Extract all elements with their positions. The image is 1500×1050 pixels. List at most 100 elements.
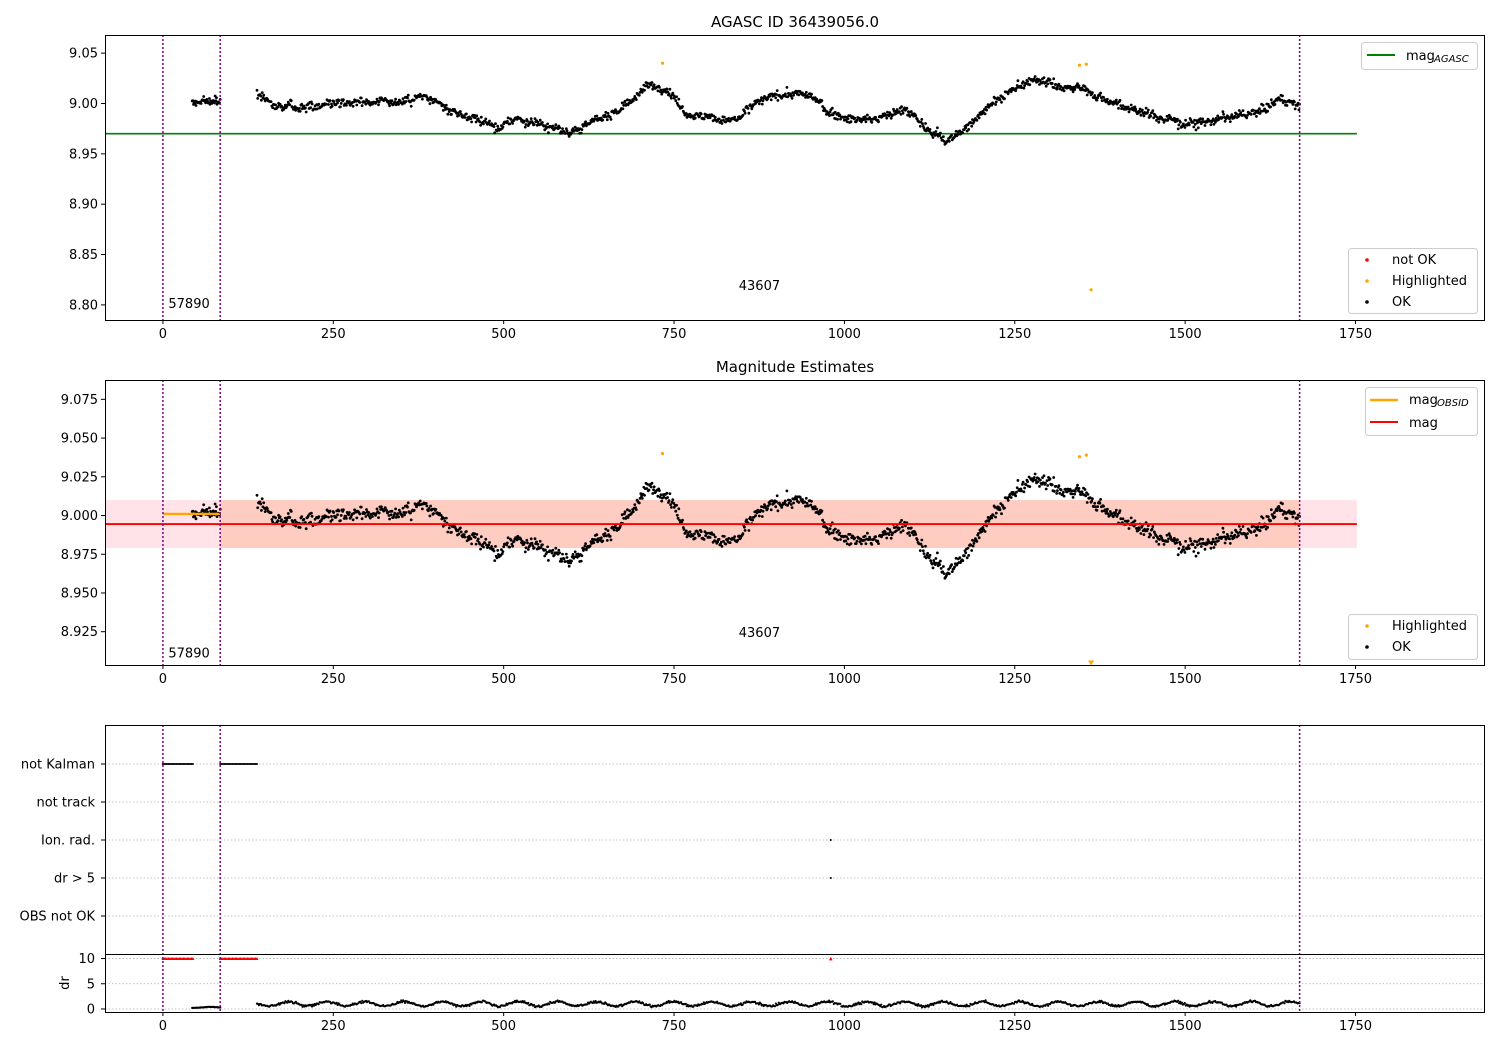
flag-point (227, 763, 230, 765)
ok-point (1113, 513, 1117, 517)
ok-point (401, 506, 405, 510)
ok-point (564, 560, 567, 563)
ok-point (1024, 82, 1028, 85)
dr-point (932, 1003, 935, 1007)
x-tick-label: 1750 (1339, 327, 1372, 342)
magnitude-axes: 0 250 500 750 1000 1250 1500 1750 8.925 8.950 8.97… (61, 393, 1372, 687)
ok-point (1034, 478, 1038, 482)
ok-point (1239, 111, 1243, 114)
ok-point (355, 103, 359, 107)
ok-point (488, 541, 491, 544)
ok-point (473, 536, 477, 539)
ok-point (1058, 491, 1062, 495)
ok-point (786, 504, 789, 507)
ok-point (931, 136, 935, 139)
ok-point (846, 117, 850, 121)
ok-point (508, 122, 511, 126)
ok-point (825, 530, 828, 534)
ok-point (939, 136, 943, 140)
ok-point (1261, 516, 1265, 520)
ok-point (749, 515, 752, 519)
ok-point (1233, 533, 1237, 537)
ok-point (810, 92, 813, 96)
ok-point (1052, 77, 1056, 81)
ok-point (1229, 534, 1233, 538)
dr-point (401, 1001, 404, 1004)
ok-point (623, 510, 627, 514)
ok-point (1158, 538, 1161, 541)
ok-point (206, 510, 209, 514)
ok-point (804, 496, 808, 500)
ok-point (298, 526, 302, 529)
dr-point (591, 1001, 594, 1005)
ok-point (1149, 533, 1152, 537)
dr-tick-label: 10 (78, 952, 95, 967)
dr-point (872, 1003, 875, 1006)
legend-mag-label: mag (1409, 416, 1438, 431)
ok-point (530, 541, 534, 545)
ok-point (434, 508, 438, 511)
flag-point (254, 763, 257, 765)
ok-point (1194, 128, 1198, 132)
ok-point (774, 96, 778, 100)
ok-point (276, 105, 280, 109)
ok-point (337, 99, 341, 102)
ok-point (1162, 543, 1166, 546)
ok-point (387, 514, 391, 517)
ok-point (991, 514, 995, 517)
ok-point (1291, 515, 1295, 519)
ok-point (631, 99, 635, 103)
ok-point (743, 529, 747, 532)
ok-point (889, 530, 892, 534)
ok-point (1085, 501, 1089, 504)
ok-point (1233, 114, 1237, 118)
ok-point (1179, 120, 1182, 124)
ok-point (1106, 97, 1109, 101)
ok-point (259, 502, 263, 506)
ok-point (1223, 535, 1226, 539)
ok-point (1102, 96, 1105, 99)
ok-point (262, 93, 266, 97)
ok-point (760, 505, 763, 508)
dr-point (684, 1002, 687, 1006)
ok-point (567, 561, 570, 565)
ok-point (981, 526, 985, 529)
ok-point (344, 514, 348, 518)
flag-point (172, 763, 175, 765)
x-tick-label: 1500 (1169, 327, 1202, 342)
ok-point (858, 540, 862, 544)
flag-point (224, 763, 227, 765)
ok-point (609, 118, 613, 121)
ok-point (339, 514, 343, 517)
ok-point (1220, 535, 1224, 539)
ok-point (481, 543, 485, 546)
ok-point (1119, 517, 1123, 521)
ok-point (551, 548, 555, 552)
ok-point (205, 507, 209, 511)
ok-point (820, 99, 824, 102)
flags-axes: not Kalman not track Ion. rad. dr > 5 OBS no… (20, 758, 1373, 1035)
ok-point (1129, 516, 1133, 520)
ok-point (1009, 90, 1013, 94)
ok-point (864, 542, 868, 546)
ok-point (345, 517, 348, 520)
ok-point (743, 111, 747, 115)
ok-point (479, 115, 483, 119)
ok-point (720, 122, 724, 125)
dr-point (468, 1004, 471, 1008)
ok-point (838, 113, 842, 117)
ok-point (506, 541, 509, 545)
flag-point (163, 763, 166, 765)
ok-point (1228, 117, 1231, 120)
ok-point (1054, 83, 1058, 86)
ok-point (560, 559, 564, 563)
ok-point (1142, 533, 1146, 536)
ok-point (1280, 509, 1284, 512)
ok-point (1129, 103, 1133, 107)
legend-highlighted-marker-2 (1365, 624, 1369, 628)
x-tick-label: 1250 (998, 672, 1031, 687)
flag-point (829, 839, 832, 841)
ok-point (1110, 512, 1114, 515)
ok-point (208, 97, 211, 100)
agasc-axes: 0 250 500 750 1000 1250 1500 1750 8.80 8.85 8.90 8.… (69, 47, 1372, 342)
